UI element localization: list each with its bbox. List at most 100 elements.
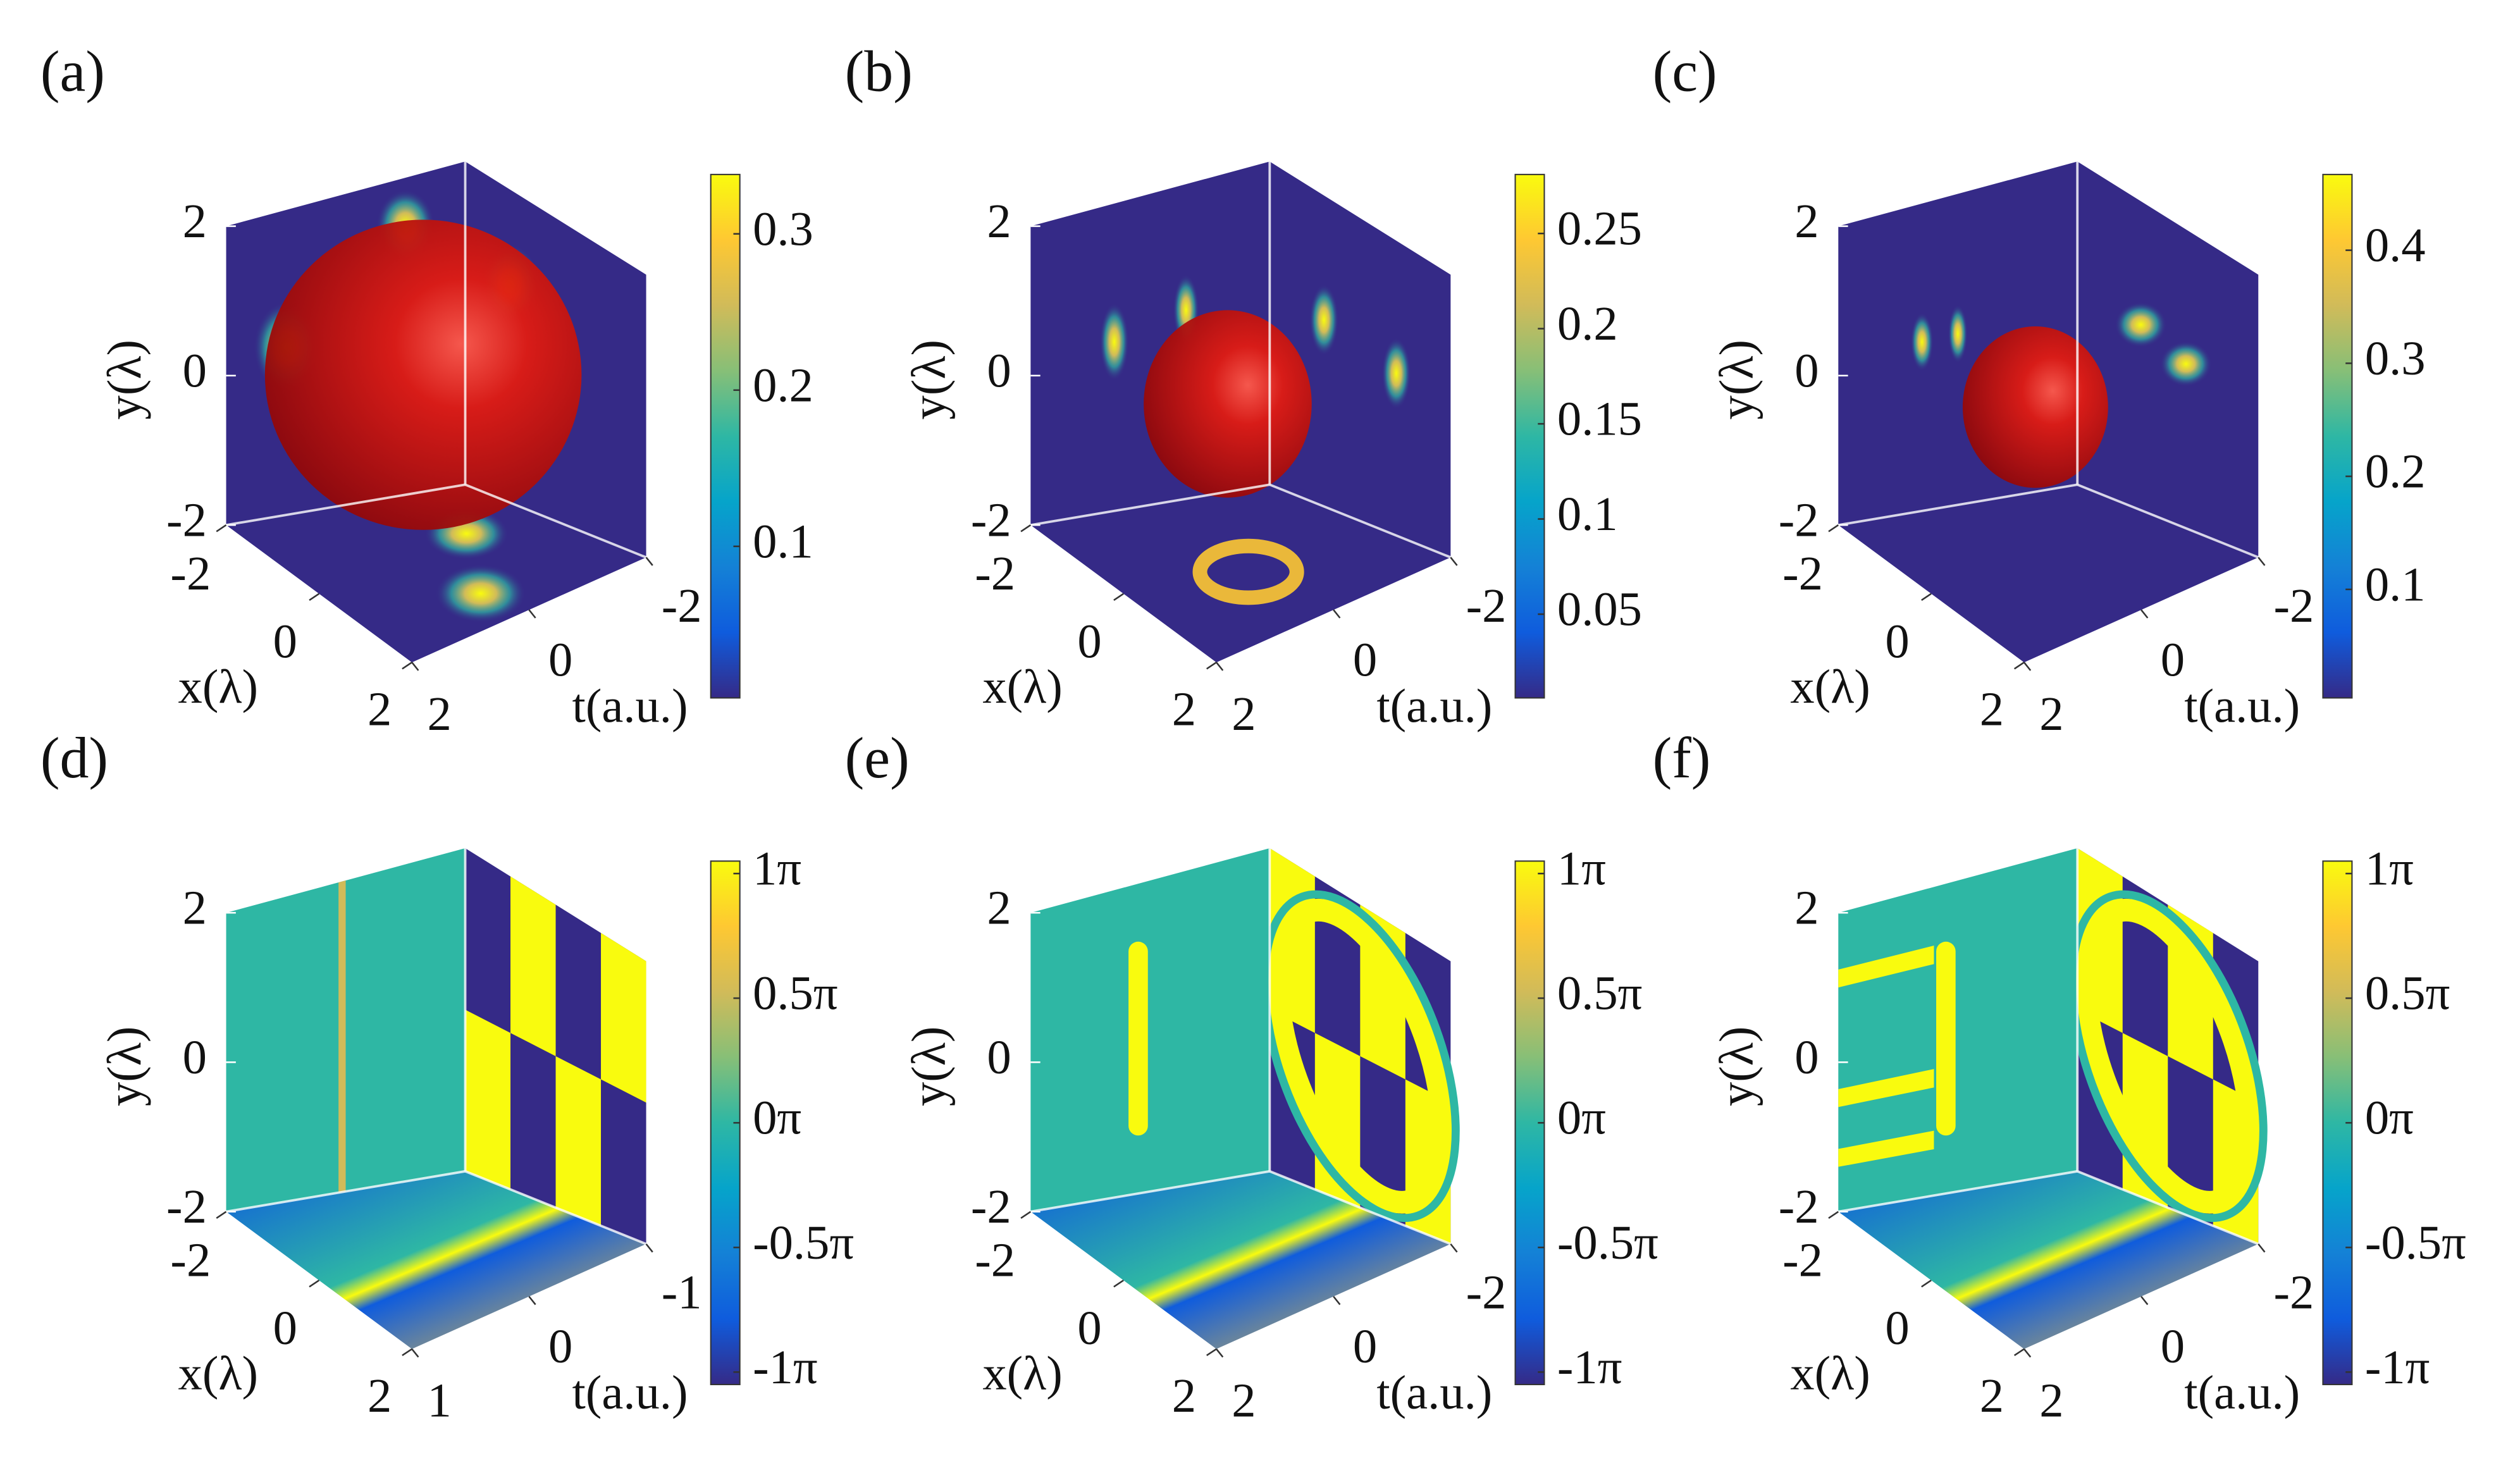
x-tick-label: -2 (1782, 1233, 1823, 1287)
x-tick-label: 2 (368, 682, 392, 736)
projection (1192, 538, 1304, 605)
y-tick-label: 0 (987, 343, 1011, 397)
y-tick-label: 0 (1794, 343, 1819, 397)
projection (1948, 304, 1968, 363)
phase-band (1838, 1130, 1934, 1167)
x-tick-label: 2 (1172, 682, 1196, 736)
colorbar-tick-label: 0.05 (1557, 583, 1642, 636)
t-tick (1216, 662, 1224, 671)
panel-label: (e) (845, 725, 910, 790)
x-tick-label: -2 (170, 1233, 211, 1287)
t-tick (645, 1243, 653, 1253)
t-tick (1450, 557, 1458, 566)
y-tick-label: 0 (183, 343, 207, 397)
x-tick (1206, 1348, 1217, 1357)
t-axis-label: t(a.u.) (1376, 1366, 1492, 1419)
x-tick-label: 0 (1077, 614, 1101, 668)
projection (1910, 312, 1934, 371)
t-tick-label: 0 (1353, 1319, 1377, 1373)
x-tick-label: -2 (1782, 546, 1823, 600)
cube-edge (226, 483, 466, 527)
y-tick-label: 2 (183, 881, 207, 935)
wall-left (1838, 848, 2078, 1212)
t-tick (528, 609, 536, 619)
t-tick (1216, 1348, 1224, 1358)
phase-line (338, 880, 346, 1193)
phase-patch (465, 1009, 511, 1190)
t-tick-label: -2 (2274, 579, 2314, 633)
panel: (b) -2 0 2 y(λ) -2 0 2 x(λ) -2 0 2 t(a.u.) 0.05 0.1 0.1… (845, 39, 1642, 741)
x-tick (1828, 1211, 1839, 1219)
x-tick (1828, 524, 1839, 533)
axes-3d (226, 848, 647, 1349)
phase-shape (1936, 941, 1956, 1136)
x-tick (2013, 1348, 2025, 1357)
x-axis-label: x(λ) (178, 660, 258, 713)
t-axis-label: t(a.u.) (572, 679, 688, 732)
panel: (f) -2 0 2 y(λ) -2 0 2 x(λ) -2 0 2 t(a.u.) -1π -0.5π 0π… (1653, 725, 2466, 1428)
y-tick-label: 2 (1794, 881, 1819, 935)
cube-edge (1838, 483, 2078, 527)
colorbar-tick-label: -0.5π (753, 1216, 854, 1269)
phase-patch (510, 876, 556, 1056)
x-tick-label: 0 (1885, 614, 1909, 668)
colorbar-tick-label: 1π (1557, 842, 1606, 896)
t-tick-label: 0 (1353, 633, 1377, 687)
x-tick (1020, 524, 1032, 533)
x-axis-label: x(λ) (178, 1346, 258, 1400)
cube-edge (1269, 1170, 1452, 1245)
colorbar-tick-label: 0.15 (1557, 392, 1642, 446)
cube-edge (1030, 483, 1270, 527)
x-tick (309, 1280, 320, 1288)
t-tick (2258, 557, 2266, 566)
colorbar-tick-label: 0.1 (1557, 487, 1618, 541)
colorbar-tick-label: 0π (2365, 1091, 2414, 1145)
t-tick-label: -2 (1466, 1266, 1507, 1319)
panel-label: (f) (1653, 725, 1711, 790)
axes-3d (1838, 161, 2259, 663)
colorbar-tick-label: 0.1 (2365, 557, 2426, 611)
t-tick-label: -2 (662, 579, 702, 633)
t-tick (645, 557, 653, 566)
t-tick-label: 1 (427, 1374, 451, 1428)
wall-left (1030, 848, 1270, 1212)
x-tick (216, 1211, 227, 1219)
t-axis-label: t(a.u.) (1376, 679, 1492, 732)
projection (2115, 302, 2167, 348)
phase-patch (601, 933, 646, 1103)
colorbar-tick-label: 0π (1557, 1091, 1606, 1145)
x-tick-label: 2 (1980, 682, 2004, 736)
cube-edge (2077, 483, 2259, 559)
t-tick (528, 1295, 536, 1305)
colorbar-tick-label: 0.5π (753, 966, 837, 1020)
x-tick-label: -2 (975, 546, 1015, 600)
y-axis-label: y(λ) (1710, 340, 1763, 419)
colorbar-tick-label: 0.5π (1557, 966, 1642, 1020)
colorbar-tick-label: 0.2 (2365, 445, 2426, 498)
cube-edge (1269, 483, 1452, 559)
y-axis-label: y(λ) (902, 340, 956, 419)
colorbar-tick-label: 0.3 (753, 202, 813, 256)
x-axis-label: x(λ) (982, 1346, 1062, 1400)
projection (1309, 284, 1339, 355)
t-tick-label: 2 (427, 687, 451, 741)
projection (435, 564, 526, 623)
t-tick (2023, 1348, 2032, 1358)
x-axis-label: x(λ) (1790, 660, 1870, 713)
y-tick-label: 0 (183, 1030, 207, 1084)
isosurface (1144, 310, 1312, 498)
t-tick-label: -2 (2274, 1266, 2314, 1319)
colorbar-tick-label: 1π (2365, 842, 2414, 896)
t-tick-label: 2 (1232, 687, 1256, 741)
t-tick (2023, 662, 2032, 671)
x-tick (1921, 593, 1932, 601)
x-tick (2013, 662, 2025, 670)
colorbar-tick-label: 0.1 (753, 514, 813, 568)
colorbar-tick-label: -1π (1557, 1340, 1622, 1394)
t-tick (1450, 1243, 1458, 1253)
y-axis-label: y(λ) (97, 340, 151, 419)
t-tick (2140, 609, 2149, 619)
t-tick-label: 2 (2039, 1374, 2063, 1428)
x-tick-label: 0 (1885, 1301, 1909, 1355)
